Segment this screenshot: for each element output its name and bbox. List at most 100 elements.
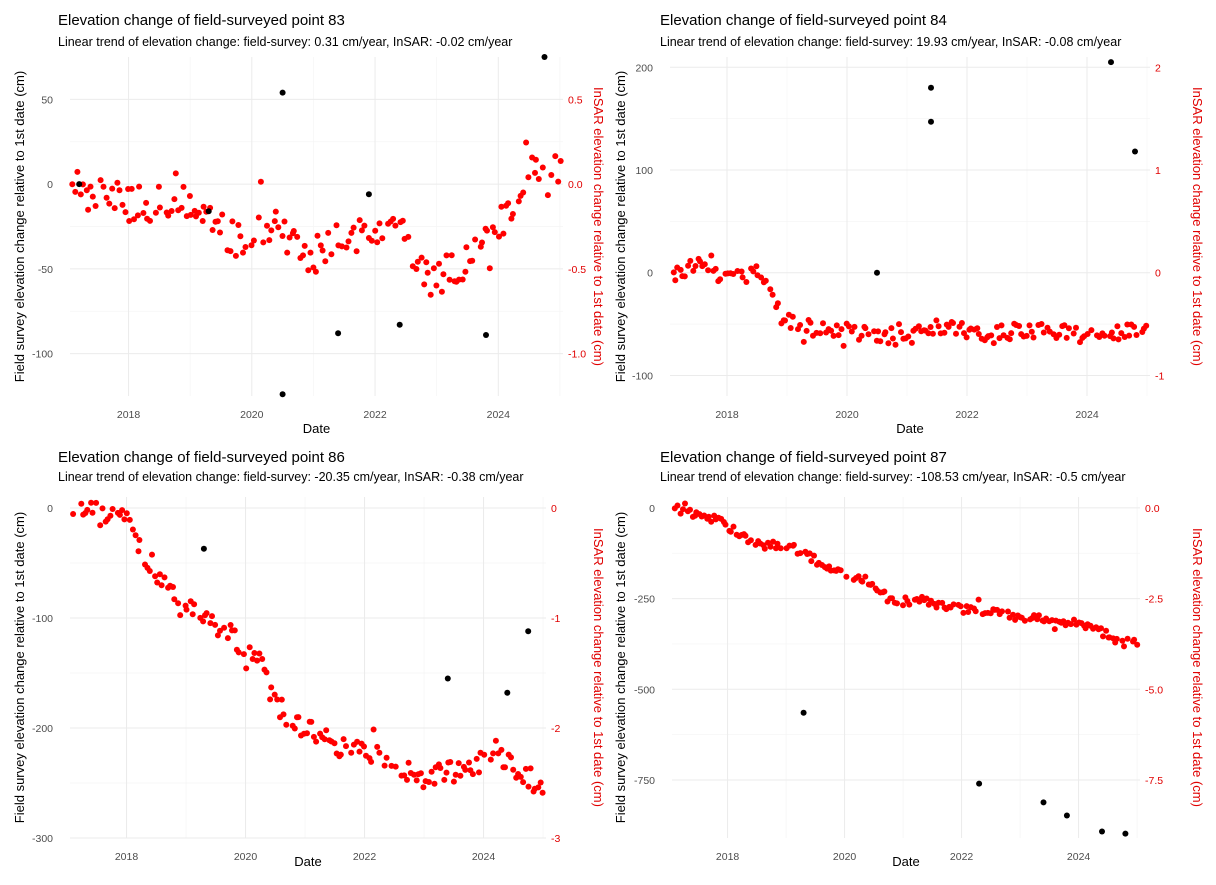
- y-tick-label: -100: [632, 370, 653, 382]
- field-survey-point: [1040, 799, 1047, 806]
- insar-point: [425, 779, 432, 785]
- insar-point: [1126, 332, 1133, 339]
- y2-tick-label: -3: [551, 833, 560, 845]
- insar-point: [950, 320, 956, 326]
- insar-point: [498, 203, 505, 210]
- insar-point: [152, 573, 159, 580]
- insar-point: [1108, 329, 1115, 336]
- insar-point: [246, 644, 253, 651]
- insar-point: [739, 274, 746, 281]
- insar-point: [486, 265, 493, 272]
- insar-point: [1061, 322, 1068, 329]
- insar-point: [268, 227, 275, 234]
- insar-point: [535, 176, 542, 182]
- insar-point: [399, 217, 406, 224]
- insar-point: [1005, 608, 1011, 615]
- insar-point: [525, 174, 532, 181]
- insar-point: [274, 696, 281, 703]
- insar-point: [705, 513, 712, 520]
- insar-point: [790, 541, 797, 548]
- insar-point: [837, 567, 844, 574]
- insar-point: [509, 211, 516, 217]
- insar-point: [189, 611, 196, 618]
- insar-point: [132, 532, 139, 539]
- insar-point: [156, 571, 163, 578]
- insar-point: [479, 239, 485, 246]
- insar-point: [353, 248, 360, 255]
- insar-point: [687, 506, 693, 513]
- y-axis-label: Field survey elevation change relative t…: [613, 71, 628, 382]
- insar-point: [343, 743, 349, 750]
- insar-point: [264, 222, 270, 229]
- y2-tick-label: 0: [551, 503, 557, 515]
- y-tick-label: -100: [32, 613, 53, 625]
- insar-point: [898, 329, 904, 336]
- y2-tick-label: -1.0: [568, 349, 586, 361]
- insar-point: [900, 602, 906, 609]
- insar-point: [859, 578, 866, 585]
- insar-point: [107, 512, 114, 519]
- insar-point: [797, 550, 804, 557]
- insar-point: [877, 338, 884, 345]
- insar-point: [672, 277, 679, 284]
- insar-point: [97, 177, 104, 184]
- insar-point: [1026, 322, 1033, 329]
- insar-point: [123, 510, 130, 517]
- insar-point: [789, 313, 796, 320]
- insar-point: [152, 209, 159, 216]
- insar-point: [762, 277, 769, 284]
- insar-point: [535, 784, 542, 791]
- insar-point: [372, 227, 379, 234]
- insar-point: [140, 210, 147, 216]
- insar-point: [933, 317, 940, 324]
- chart-panel-4: Elevation change of field-surveyed point…: [613, 449, 1205, 869]
- insar-point: [304, 730, 310, 737]
- y2-tick-label: -2: [551, 723, 560, 735]
- insar-point: [275, 224, 282, 231]
- insar-point: [862, 325, 869, 332]
- y-tick-label: -50: [38, 264, 53, 276]
- insar-point: [767, 286, 774, 293]
- insar-point: [508, 754, 514, 761]
- insar-point: [539, 789, 546, 796]
- insar-point: [502, 764, 508, 771]
- insar-point: [361, 222, 368, 229]
- insar-point: [1124, 635, 1131, 642]
- y2-tick-label: -1: [551, 613, 560, 625]
- insar-point: [1088, 327, 1095, 334]
- insar-point: [321, 736, 328, 743]
- insar-point: [440, 271, 447, 278]
- insar-point: [313, 738, 320, 745]
- insar-point: [343, 244, 350, 251]
- insar-point: [738, 268, 745, 275]
- insar-point: [240, 651, 247, 658]
- insar-point: [161, 574, 168, 581]
- insar-point: [717, 276, 724, 283]
- insar-point: [199, 218, 206, 224]
- insar-point: [149, 551, 155, 558]
- insar-point: [915, 323, 922, 330]
- insar-point: [446, 276, 453, 283]
- insar-point: [885, 340, 892, 347]
- insar-point: [337, 751, 344, 758]
- insar-point: [279, 233, 286, 239]
- insar-point: [747, 537, 754, 544]
- insar-point: [457, 772, 464, 779]
- insar-point: [473, 755, 480, 762]
- insar-point: [727, 528, 734, 535]
- insar-point: [882, 329, 889, 336]
- insar-point: [177, 612, 184, 619]
- insar-point: [537, 779, 544, 786]
- insar-point: [418, 254, 425, 261]
- field-survey-point: [1099, 828, 1105, 835]
- insar-point: [348, 229, 355, 236]
- insar-point: [89, 509, 96, 516]
- insar-point: [308, 718, 315, 725]
- insar-point: [929, 330, 936, 337]
- insar-point: [927, 324, 934, 330]
- insar-point: [888, 325, 895, 332]
- insar-point: [345, 238, 352, 245]
- insar-point: [840, 342, 847, 349]
- field-survey-point: [928, 84, 934, 91]
- insar-point: [267, 696, 274, 703]
